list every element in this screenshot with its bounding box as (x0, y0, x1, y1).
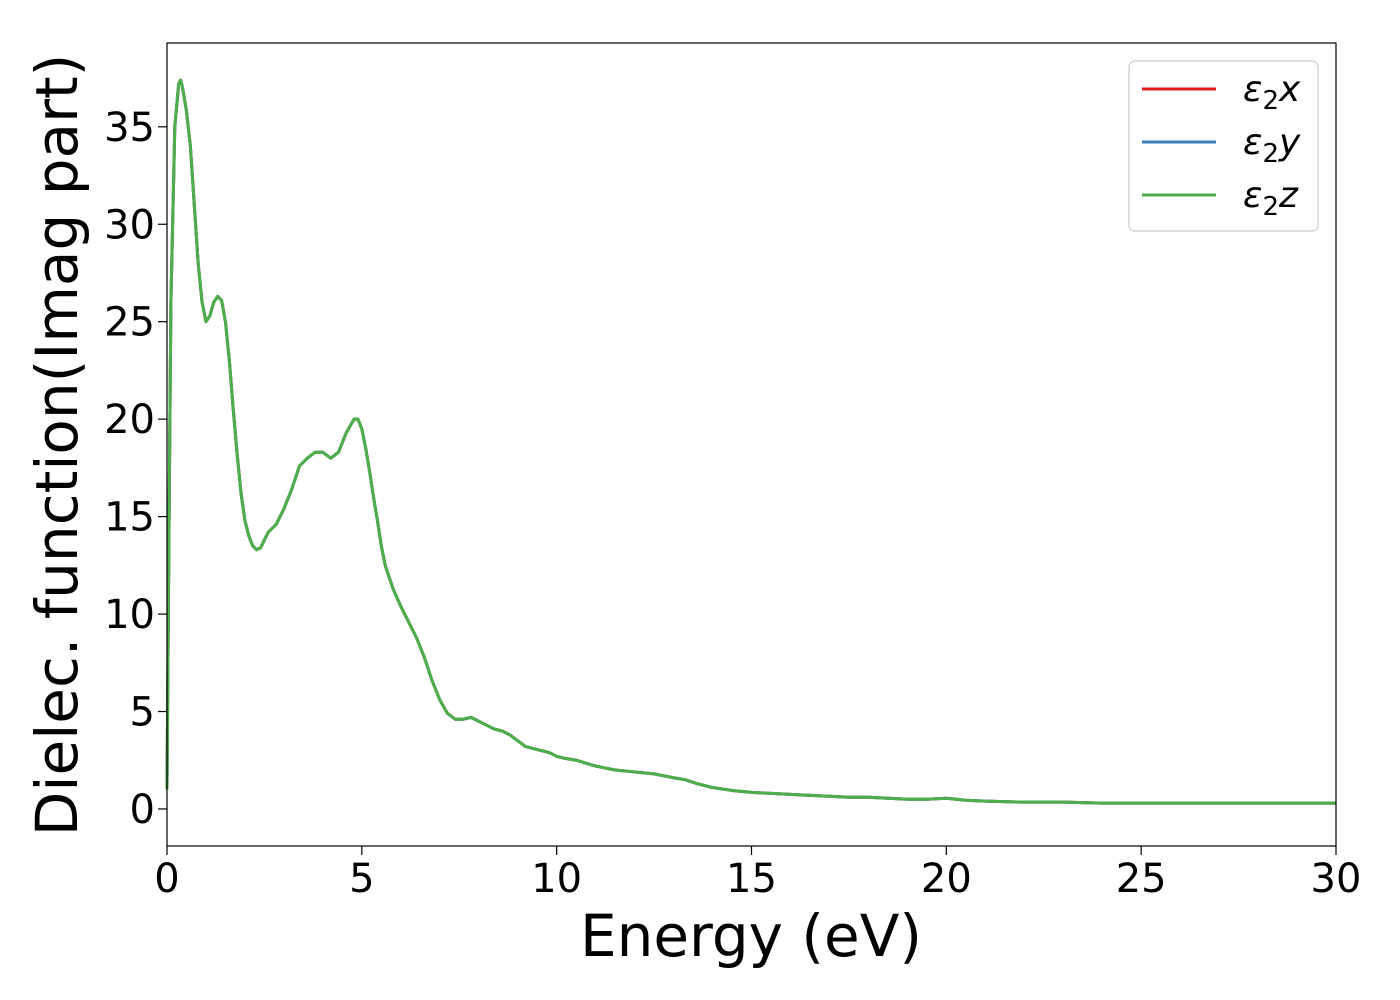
y-tick-label: 0 (130, 787, 155, 833)
legend-entries: ε2x ε2y ε2z (1142, 69, 1301, 222)
series-line-z (165, 78, 1336, 805)
y-axis-label: Dielec. function(Imag part) (23, 54, 91, 837)
x-tick-label: 15 (726, 856, 777, 902)
x-axis-label: Energy (eV) (580, 902, 922, 970)
y-tick-label: 15 (104, 495, 155, 541)
x-tick-label: 20 (921, 856, 972, 902)
legend-label-y: ε2y (1243, 122, 1301, 169)
x-tick-label: 30 (1311, 856, 1362, 902)
legend-label-x: ε2x (1243, 69, 1301, 116)
x-tick-label: 25 (1116, 856, 1167, 902)
y-tick-label: 35 (104, 105, 155, 151)
y-tick-label: 25 (104, 300, 155, 346)
x-tick-label: 5 (349, 856, 374, 902)
y-tick-label: 5 (130, 690, 155, 736)
series-layer (165, 78, 1336, 805)
y-axis: 0 5 10 15 20 25 30 35 (104, 105, 167, 833)
y-tick-label: 20 (104, 397, 155, 443)
legend: ε2x ε2y ε2z (1128, 60, 1319, 232)
x-tick-label: 10 (531, 856, 582, 902)
y-tick-label: 10 (104, 592, 155, 638)
x-axis: 0 5 10 15 20 25 30 (154, 846, 1361, 902)
legend-box (1128, 60, 1319, 232)
x-tick-label: 0 (154, 856, 179, 902)
legend-label-z: ε2z (1243, 175, 1299, 222)
y-tick-label: 30 (104, 202, 155, 248)
